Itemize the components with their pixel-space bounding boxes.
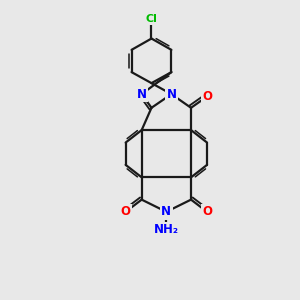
Text: O: O xyxy=(202,205,212,218)
Text: N: N xyxy=(167,88,176,100)
Text: O: O xyxy=(202,90,212,103)
Text: N: N xyxy=(161,205,171,218)
Text: Cl: Cl xyxy=(146,14,158,24)
Text: N: N xyxy=(137,88,147,100)
Text: O: O xyxy=(121,205,130,218)
Text: NH₂: NH₂ xyxy=(154,223,179,236)
